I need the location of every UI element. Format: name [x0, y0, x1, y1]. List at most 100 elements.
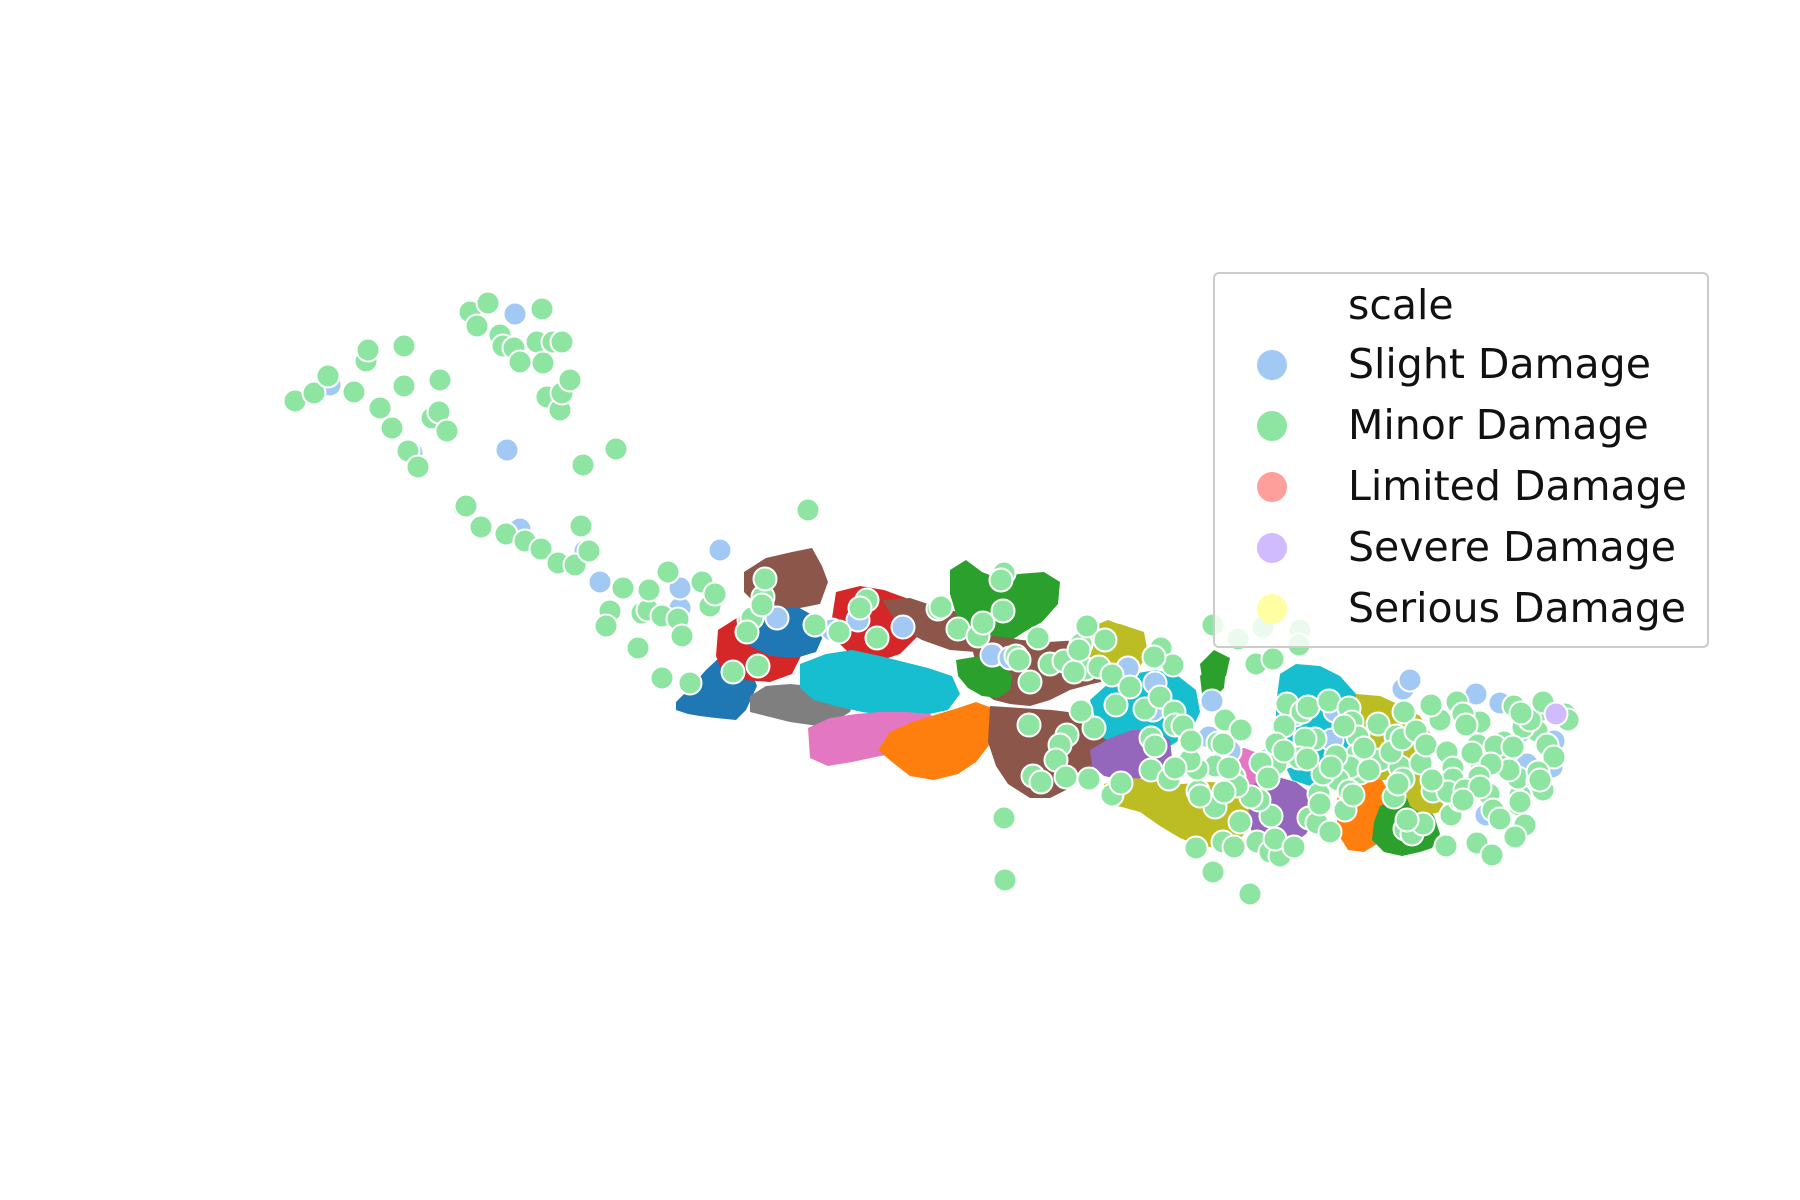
point-slight-damage	[494, 437, 520, 463]
point-minor-damage	[669, 623, 695, 649]
legend-item-limited-damage: Limited Damage	[1215, 456, 1707, 516]
point-minor-damage	[1318, 754, 1344, 780]
point-minor-damage	[1507, 789, 1533, 815]
legend-marker	[1257, 533, 1287, 563]
point-minor-damage	[1295, 694, 1321, 720]
point-minor-damage	[1025, 625, 1051, 651]
point-minor-damage	[1092, 627, 1118, 653]
point-minor-damage	[795, 497, 821, 523]
point-minor-damage	[1271, 738, 1297, 764]
legend-label: Severe Damage	[1348, 523, 1676, 571]
point-minor-damage	[1479, 842, 1505, 868]
legend-marker	[1257, 472, 1287, 502]
point-minor-damage	[1391, 699, 1417, 725]
point-minor-damage	[734, 619, 760, 645]
point-minor-damage	[1419, 767, 1445, 793]
point-minor-damage	[1074, 613, 1100, 639]
point-minor-damage	[1227, 809, 1253, 835]
point-minor-damage	[1294, 746, 1320, 772]
point-minor-damage	[453, 493, 479, 519]
point-minor-damage	[749, 592, 775, 618]
point-minor-damage	[655, 559, 681, 585]
point-minor-damage	[301, 380, 327, 406]
point-minor-damage	[379, 415, 405, 441]
point-minor-damage	[1541, 744, 1567, 770]
point-minor-damage	[990, 598, 1016, 624]
point-slight-damage	[707, 537, 733, 563]
point-minor-damage	[745, 653, 771, 679]
point-minor-damage	[1221, 834, 1247, 860]
point-minor-damage	[1200, 859, 1226, 885]
point-minor-damage	[434, 418, 460, 444]
point-minor-damage	[593, 613, 619, 639]
point-minor-damage	[391, 333, 417, 359]
point-slight-damage	[502, 301, 528, 327]
point-minor-damage	[802, 612, 828, 638]
point-minor-damage	[928, 594, 954, 620]
legend-marker	[1257, 350, 1287, 380]
point-minor-damage	[355, 337, 381, 363]
point-minor-damage	[864, 625, 890, 651]
point-minor-damage	[1061, 659, 1087, 685]
point-minor-damage	[992, 867, 1018, 893]
damage-points	[282, 290, 1581, 907]
point-minor-damage	[1433, 833, 1459, 859]
district-region	[800, 650, 960, 716]
point-minor-damage	[847, 595, 873, 621]
point-minor-damage	[391, 373, 417, 399]
point-minor-damage	[1502, 824, 1528, 850]
point-minor-damage	[649, 665, 675, 691]
point-minor-damage	[610, 575, 636, 601]
point-minor-damage	[603, 436, 629, 462]
point-minor-damage	[341, 379, 367, 405]
point-slight-damage	[1199, 688, 1225, 714]
point-minor-damage	[464, 313, 490, 339]
point-minor-damage	[1487, 806, 1513, 832]
point-minor-damage	[625, 635, 651, 661]
point-minor-damage	[720, 659, 746, 685]
point-minor-damage	[1053, 764, 1079, 790]
point-minor-damage	[1162, 755, 1188, 781]
point-minor-damage	[1183, 835, 1209, 861]
point-minor-damage	[826, 619, 852, 645]
legend-item-slight-damage: Slight Damage	[1215, 334, 1707, 394]
point-minor-damage	[1418, 692, 1444, 718]
legend-label: Serious Damage	[1348, 584, 1686, 632]
point-minor-damage	[315, 363, 341, 389]
legend-title: scale	[1348, 281, 1454, 329]
legend: scale Slight Damage Minor Damage Limited…	[1213, 272, 1709, 648]
point-minor-damage	[1467, 774, 1493, 800]
point-minor-damage	[1340, 782, 1366, 808]
legend-marker	[1257, 594, 1287, 624]
point-minor-damage	[1016, 712, 1042, 738]
point-minor-damage	[1260, 646, 1286, 672]
point-minor-damage	[1028, 769, 1054, 795]
point-minor-damage	[1117, 674, 1143, 700]
legend-item-minor-damage: Minor Damage	[1215, 395, 1707, 455]
legend-label: Minor Damage	[1348, 401, 1649, 449]
point-minor-damage	[507, 349, 533, 375]
point-minor-damage	[427, 367, 453, 393]
point-minor-damage	[557, 367, 583, 393]
point-minor-damage	[752, 566, 778, 592]
point-minor-damage	[367, 395, 393, 421]
point-minor-damage	[1141, 644, 1167, 670]
point-minor-damage	[636, 577, 662, 603]
point-minor-damage	[991, 805, 1017, 831]
point-minor-damage	[1076, 766, 1102, 792]
point-minor-damage	[570, 452, 596, 478]
point-minor-damage	[1351, 735, 1377, 761]
district-region	[878, 702, 996, 780]
point-slight-damage	[587, 569, 613, 595]
point-minor-damage	[1099, 662, 1125, 688]
district-region	[1200, 650, 1230, 684]
point-minor-damage	[1187, 783, 1213, 809]
legend-item-serious-damage: Serious Damage	[1215, 578, 1707, 638]
legend-label: Slight Damage	[1348, 340, 1651, 388]
point-minor-damage	[549, 329, 575, 355]
point-minor-damage	[1331, 713, 1357, 739]
point-minor-damage	[529, 296, 555, 322]
point-minor-damage	[1385, 771, 1411, 797]
